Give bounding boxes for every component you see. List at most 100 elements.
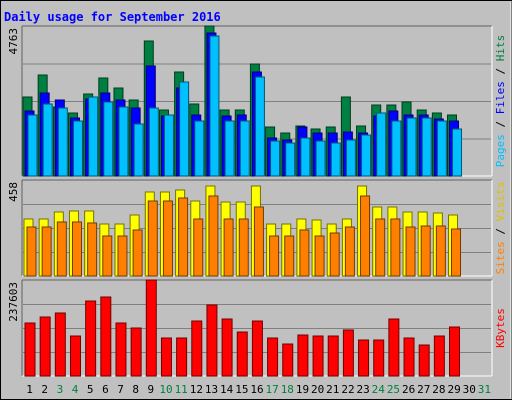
bar-kbytes [327, 335, 339, 377]
bar-kbytes [358, 339, 370, 377]
bar-pages [330, 142, 341, 177]
bar-sites [162, 200, 173, 277]
x-tick-label: 20 [311, 383, 324, 396]
bar-kbytes [418, 344, 430, 377]
series-legend: Sites / Visits [494, 182, 507, 275]
bar-pages [209, 35, 220, 177]
bar-kbytes [449, 326, 461, 377]
x-tick-label: 31 [478, 383, 491, 396]
x-tick-label: 18 [281, 383, 294, 396]
y-max-label: 4763 [7, 28, 20, 55]
legend-entry: Visits [494, 182, 507, 222]
x-tick-label: 28 [432, 383, 445, 396]
bar-pages [42, 103, 53, 177]
bar-kbytes [403, 337, 415, 377]
legend-entry: Hits [494, 35, 507, 62]
bar-kbytes [160, 337, 172, 377]
x-tick-label: 3 [57, 383, 64, 396]
legend-entry: / [494, 61, 507, 81]
legend-entry: Sites [494, 241, 507, 274]
x-tick-label: 1 [26, 383, 33, 396]
bar-kbytes [267, 337, 279, 377]
bar-pages [315, 140, 326, 177]
x-tick-label: 5 [87, 383, 94, 396]
bar-sites [41, 226, 52, 277]
series-legend: KBytes [494, 308, 507, 348]
bar-sites [208, 195, 219, 277]
bar-sites [390, 218, 401, 277]
bar-sites [451, 228, 462, 277]
bar-pages [194, 120, 205, 177]
bar-sites [71, 221, 82, 277]
x-tick-label: 23 [357, 383, 370, 396]
x-tick-label: 12 [190, 383, 203, 396]
bar-kbytes [115, 322, 127, 377]
bar-kbytes [130, 327, 142, 377]
bar-sites [375, 218, 386, 277]
bar-pages [285, 142, 296, 177]
x-tick-label: 17 [266, 383, 279, 396]
bar-sites [223, 218, 234, 277]
legend-entry: KBytes [494, 308, 507, 348]
bar-pages [436, 120, 447, 177]
bar-kbytes [100, 296, 112, 377]
x-tick-label: 8 [132, 383, 139, 396]
bar-kbytes [176, 337, 188, 377]
panel-pages-files-hits: 4763 Pages / Files / Hits [7, 25, 507, 177]
bar-sites [102, 235, 113, 277]
bar-sites [26, 226, 37, 277]
x-tick-label: 2 [41, 383, 48, 396]
bar-sites [56, 221, 67, 277]
bar-pages [452, 128, 463, 177]
x-tick-label: 7 [117, 383, 124, 396]
chart-title: Daily usage for September 2016 [4, 10, 221, 24]
bar-sites [360, 195, 371, 277]
bar-pages [72, 120, 83, 177]
legend-entry: Pages [494, 134, 507, 167]
bar-pages [27, 114, 38, 177]
bar-sites [420, 225, 431, 277]
bar-kbytes [373, 339, 385, 377]
bar-sites [299, 229, 310, 277]
legend-entry: / [494, 221, 507, 241]
legend-entry: / [494, 114, 507, 134]
bar-sites [238, 218, 249, 277]
bar-pages [88, 96, 99, 177]
bar-kbytes [251, 320, 263, 377]
bar-kbytes [85, 300, 97, 377]
bar-kbytes [282, 343, 294, 377]
panel-visits-sites: 458 Sites / Visits [7, 179, 507, 277]
bar-sites [405, 226, 416, 277]
bar-pages [421, 117, 432, 177]
bar-kbytes [433, 335, 445, 377]
bar-kbytes [145, 279, 157, 377]
y-max-label: 237603 [7, 282, 20, 322]
bar-pages [391, 120, 402, 177]
x-tick-label: 21 [326, 383, 339, 396]
bar-sites [269, 235, 280, 277]
panel-kbytes: 237603 KBytes [7, 279, 507, 377]
bar-sites [253, 206, 264, 277]
bar-sites [193, 218, 204, 277]
x-tick-label: 25 [387, 383, 400, 396]
bar-sites [87, 222, 98, 277]
bar-kbytes [388, 318, 400, 377]
bar-pages [103, 101, 114, 177]
x-tick-label: 11 [175, 383, 188, 396]
legend-entry: Files [494, 81, 507, 114]
y-max-label: 458 [7, 182, 20, 202]
bar-sites [284, 235, 295, 277]
x-tick-label: 16 [250, 383, 263, 396]
bar-pages [345, 139, 356, 177]
bar-pages [239, 120, 250, 177]
x-tick-label: 19 [296, 383, 309, 396]
bar-pages [148, 107, 159, 177]
bar-pages [224, 120, 235, 177]
bar-pages [361, 134, 372, 177]
bar-pages [179, 81, 190, 177]
bar-pages [254, 76, 265, 177]
bar-sites [117, 235, 128, 277]
bar-sites [178, 197, 189, 277]
x-tick-label: 22 [341, 383, 354, 396]
